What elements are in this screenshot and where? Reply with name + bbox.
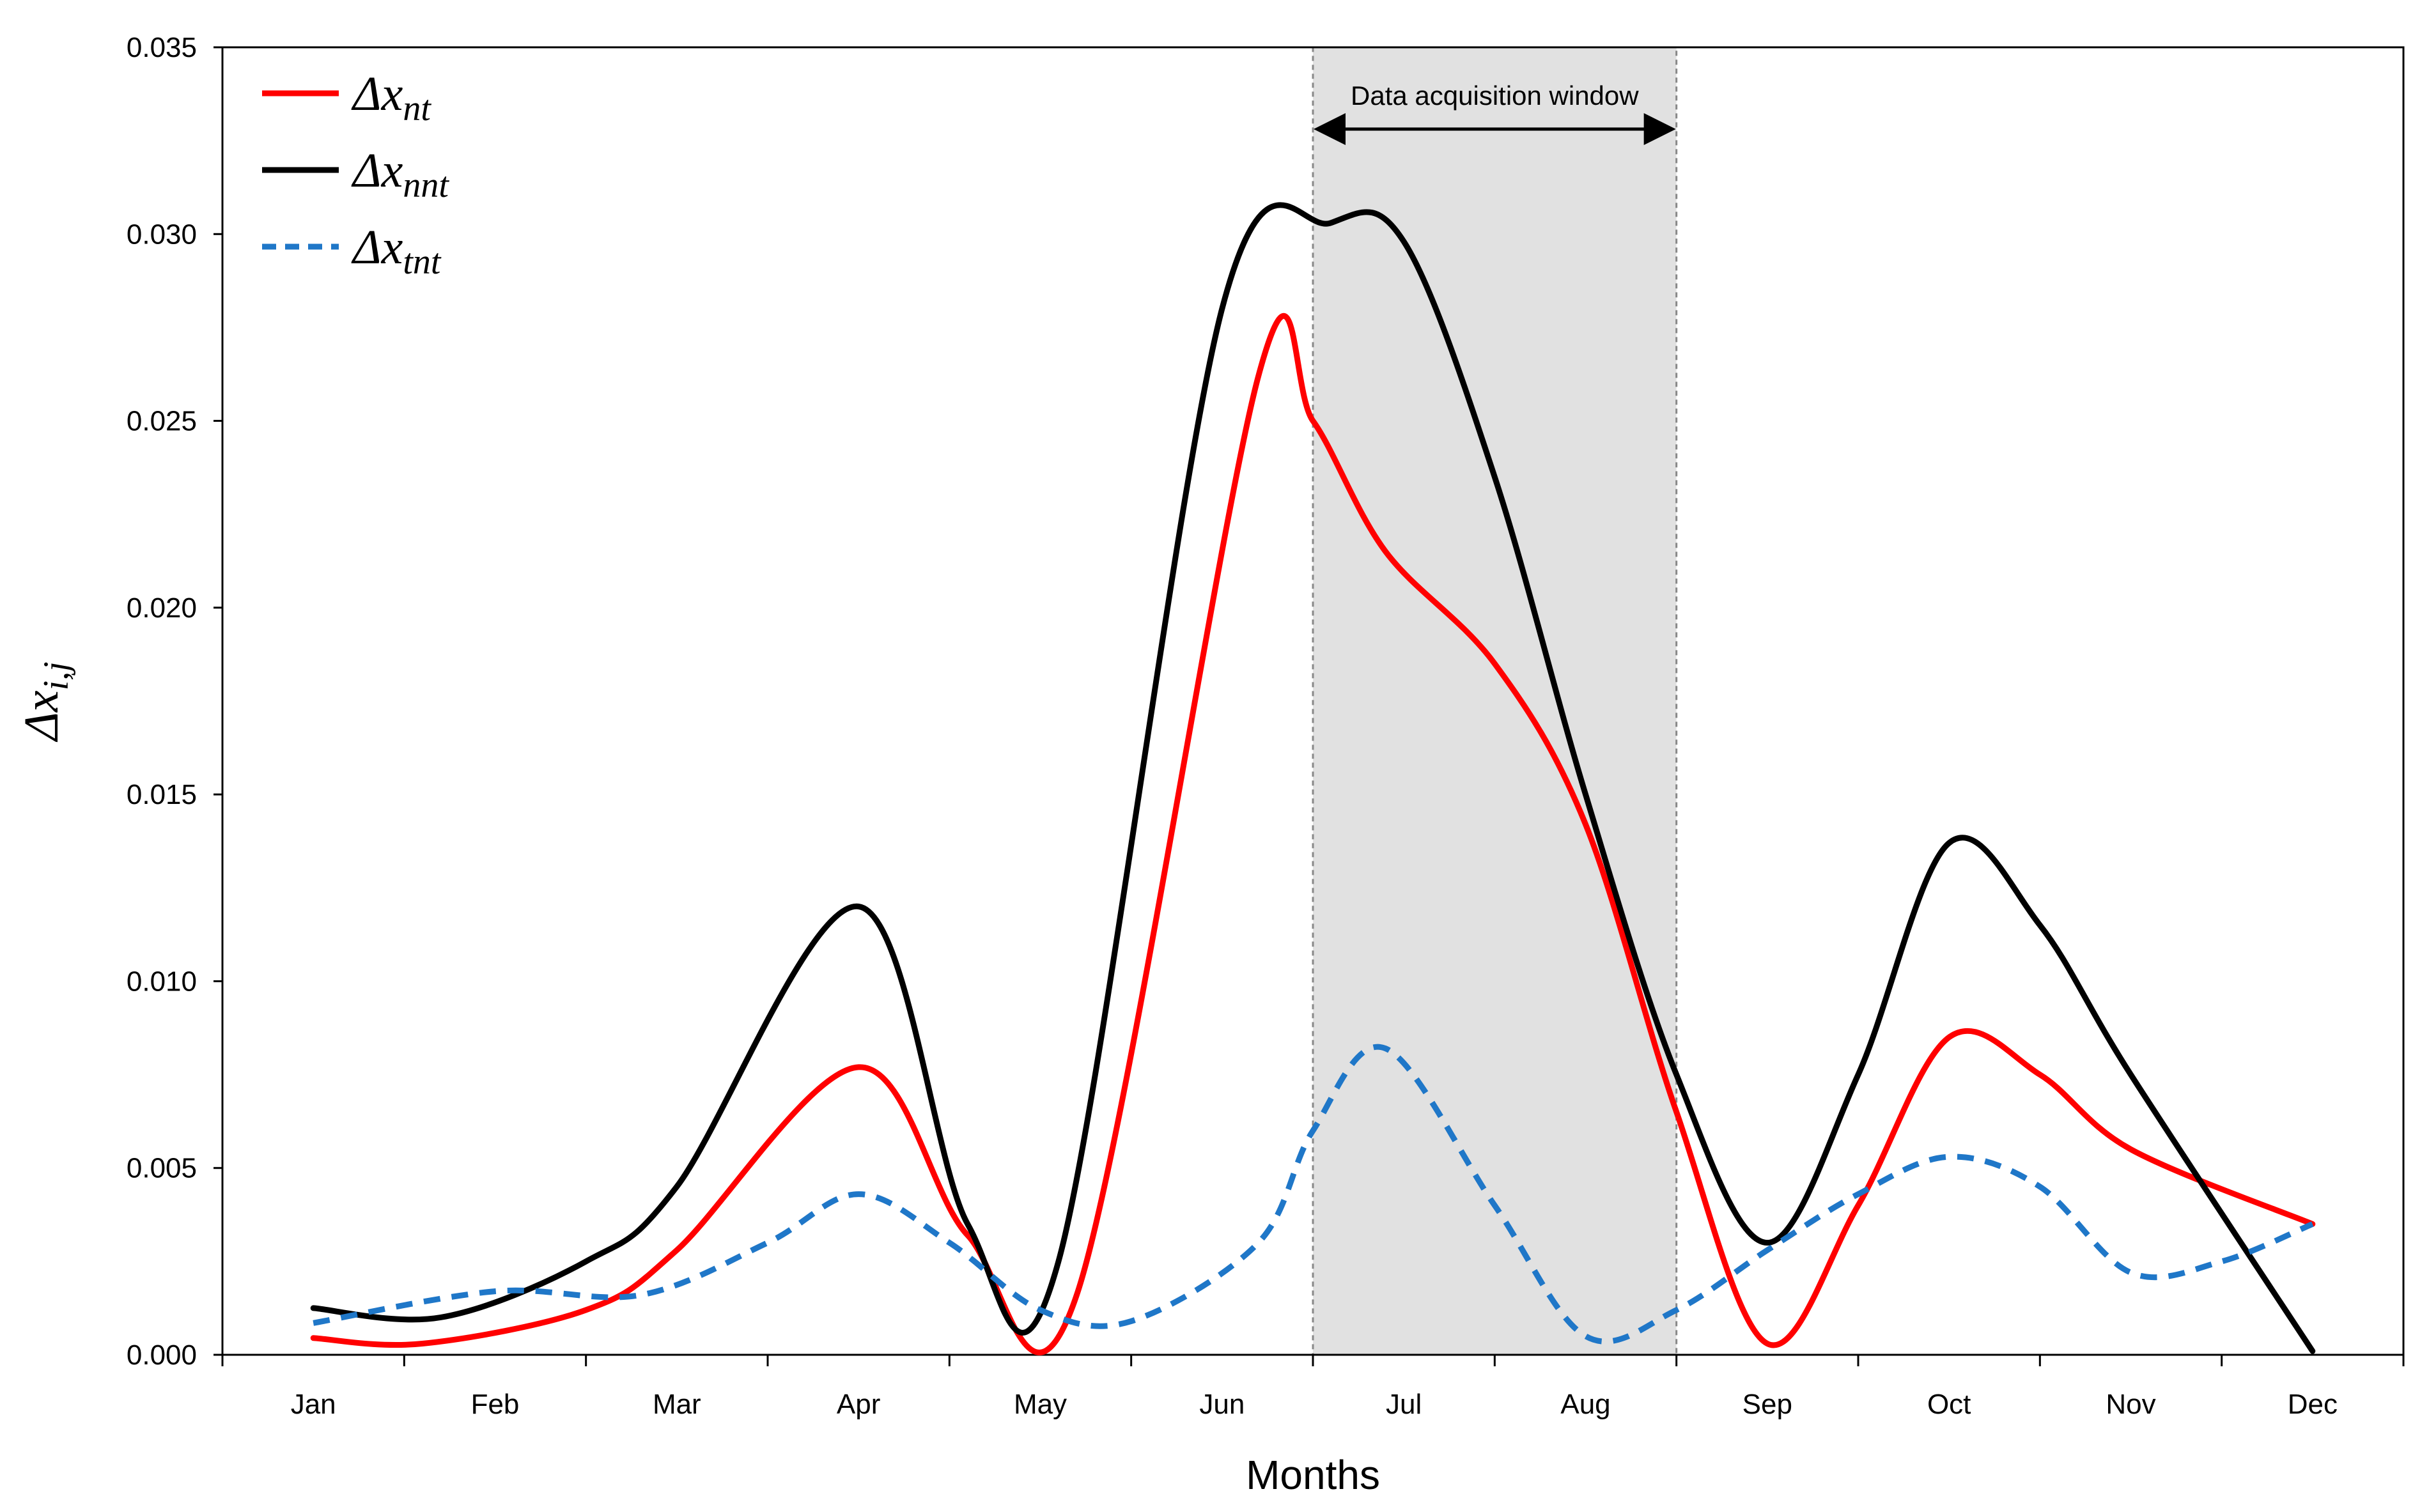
y-axis-title-subscript: i,j (36, 661, 76, 690)
x-tick-label-jan: Jan (291, 1389, 336, 1420)
x-tick-label-jul: Jul (1386, 1389, 1422, 1420)
y-tick-label: 0.035 (127, 32, 197, 63)
data-acquisition-window-label: Data acquisition window (1351, 81, 1639, 111)
legend: Δxnt Δxnnt Δxtnt (262, 67, 449, 282)
legend-label-tnt: Δxtnt (351, 220, 442, 282)
y-tick-label: 0.005 (127, 1153, 197, 1184)
x-tick-label-apr: Apr (837, 1389, 880, 1420)
x-tick-label-aug: Aug (1560, 1389, 1610, 1420)
x-axis-title: Months (1246, 1452, 1380, 1498)
series-line-tnt (313, 1044, 2314, 1345)
data-acquisition-window-region (1312, 46, 1678, 1356)
series-layer (310, 202, 2316, 1355)
series-line-nt (310, 312, 2316, 1355)
y-axis-title: Δxi,j (15, 661, 76, 742)
x-tick-label-oct: Oct (1927, 1389, 1971, 1420)
x-tick-label-jun: Jun (1199, 1389, 1245, 1420)
y-tick-label: 0.020 (127, 592, 197, 624)
x-tick-label-may: May (1014, 1389, 1067, 1420)
legend-label-nt: Δxnt (351, 67, 431, 128)
x-tick-label-dec: Dec (2288, 1389, 2338, 1420)
series-line-nnt (310, 202, 2316, 1354)
y-tick-label: 0.025 (127, 406, 197, 437)
x-tick-label-nov: Nov (2106, 1389, 2155, 1420)
y-tick-label: 0.015 (127, 779, 197, 810)
y-tick-label: 0.030 (127, 219, 197, 250)
y-tick-label: 0.010 (127, 966, 197, 997)
y-tick-label: 0.000 (127, 1339, 197, 1371)
x-tick-label-mar: Mar (653, 1389, 701, 1420)
x-tick-label-feb: Feb (471, 1389, 520, 1420)
x-tick-label-sep: Sep (1742, 1389, 1792, 1420)
legend-label-nnt: Δxnnt (351, 144, 449, 205)
x-axis: Jan Feb Mar Apr May Jun Jul Aug Sep Oct Nov Dec (221, 1355, 2405, 1420)
y-axis-title-symbol: Δx (15, 690, 68, 743)
y-axis: 0.000 0.005 0.010 0.015 0.020 0.025 0.030 0.035 (127, 32, 222, 1371)
